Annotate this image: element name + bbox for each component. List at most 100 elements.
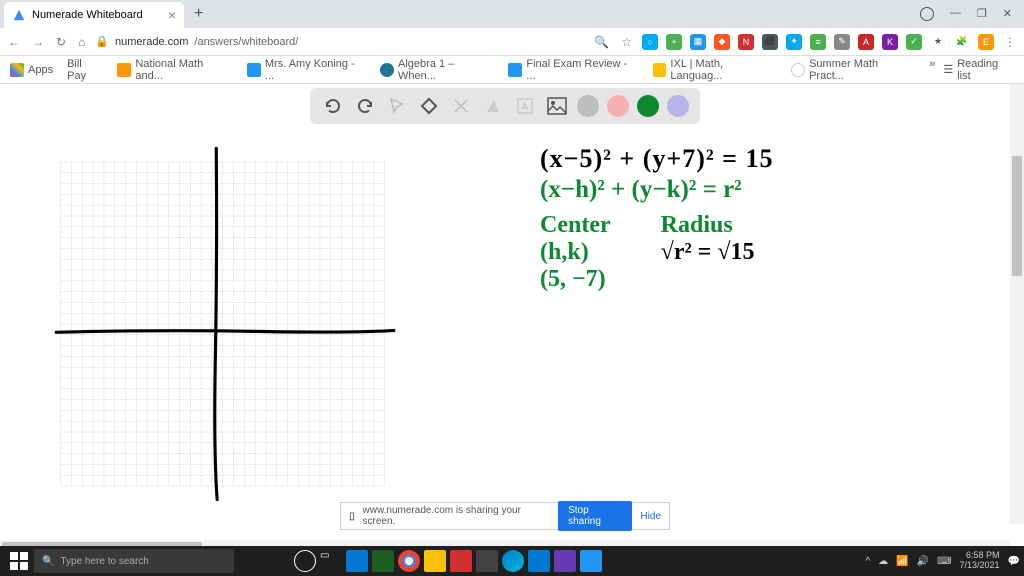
menu-icon[interactable]: ⋮ [1002, 33, 1018, 51]
bookmark-koning[interactable]: Mrs. Amy Koning - ... [247, 58, 366, 82]
store-icon[interactable] [476, 550, 498, 572]
browser-titlebar: Numerade Whiteboard × + — ❐ ✕ [0, 0, 1024, 28]
bookmark-algebra[interactable]: Algebra 1 – When... [380, 58, 494, 82]
system-tray: ^ ☁ 📶 🔊 ⌨ 6:58 PM 7/13/2021 💬 [865, 551, 1020, 571]
volume-icon[interactable]: 🔊 [917, 556, 929, 567]
mail-icon[interactable] [528, 550, 550, 572]
ext-5-icon[interactable]: N [738, 34, 754, 50]
window-controls: — ❐ ✕ [920, 7, 1020, 21]
share-info-icon: ▯ [349, 511, 355, 522]
redo-icon[interactable] [353, 94, 377, 118]
bookmark-billpay[interactable]: Bill Pay [67, 58, 103, 82]
ext-11-icon[interactable]: K [882, 34, 898, 50]
onedrive-icon[interactable]: ☁ [878, 556, 888, 567]
page-content: A (x−5)² + (y+7)² = 15 (x−h)² + (y−k)² =… [0, 84, 1024, 554]
star-icon[interactable]: ☆ [619, 33, 634, 51]
ext-9-icon[interactable]: ✎ [834, 34, 850, 50]
bookmark-nationalmath[interactable]: National Math and... [117, 58, 233, 82]
bookmarks-bar: Apps Bill Pay National Math and... Mrs. … [0, 56, 1024, 84]
color-gray[interactable] [577, 95, 599, 117]
clock[interactable]: 6:58 PM 7/13/2021 [959, 551, 999, 571]
app-4-icon[interactable] [554, 550, 576, 572]
whiteboard-toolbar: A [310, 88, 700, 124]
ext-14-icon[interactable]: 🧩 [954, 34, 970, 50]
ext-10-icon[interactable]: A [858, 34, 874, 50]
close-tab-icon[interactable]: × [168, 7, 176, 23]
notifications-icon[interactable]: 💬 [1008, 556, 1020, 567]
share-text: www.numerade.com is sharing your screen. [363, 505, 551, 527]
edge-icon[interactable] [502, 550, 524, 572]
undo-icon[interactable] [321, 94, 345, 118]
screen-share-bar: ▯ www.numerade.com is sharing your scree… [340, 502, 670, 530]
center-label: Center [540, 212, 611, 239]
handwritten-math: (x−5)² + (y+7)² = 15 (x−h)² + (y−k)² = r… [540, 144, 940, 394]
close-window-icon[interactable]: ✕ [1003, 7, 1012, 21]
url-host: numerade.com [115, 36, 188, 48]
back-icon[interactable]: ← [6, 33, 22, 51]
profile-icon[interactable]: E [978, 34, 994, 50]
color-green[interactable] [637, 95, 659, 117]
svg-text:A: A [522, 102, 529, 113]
new-tab-button[interactable]: + [188, 3, 209, 25]
equation-1: (x−5)² + (y+7)² = 15 [540, 144, 940, 174]
app-5-icon[interactable] [580, 550, 602, 572]
pointer-icon[interactable] [385, 94, 409, 118]
ext-12-icon[interactable]: ✓ [906, 34, 922, 50]
chrome-icon[interactable] [398, 550, 420, 572]
apps-button[interactable]: Apps [10, 63, 53, 77]
language-icon[interactable]: ⌨ [937, 556, 951, 567]
minimize-icon[interactable]: — [950, 7, 961, 21]
highlighter-icon[interactable] [481, 94, 505, 118]
reading-list-button[interactable]: ☰Reading list [943, 58, 1014, 82]
account-icon[interactable] [920, 7, 934, 21]
start-icon[interactable] [10, 552, 28, 570]
bookmarks-overflow-icon[interactable]: » [929, 58, 935, 82]
bookmark-summermath[interactable]: Summer Math Pract... [791, 58, 915, 82]
center-hk: (h,k) [540, 239, 611, 266]
bookmark-finalexam[interactable]: Final Exam Review - ... [508, 58, 638, 82]
ext-7-icon[interactable]: ✦ [786, 34, 802, 50]
eraser-icon[interactable] [417, 94, 441, 118]
scrollbar-vertical[interactable] [1010, 84, 1024, 524]
center-point: (5, −7) [540, 266, 611, 293]
equation-2: (x−h)² + (y−k)² = r² [540, 176, 940, 204]
tab-title: Numerade Whiteboard [32, 9, 143, 21]
ext-3-icon[interactable]: ▦ [690, 34, 706, 50]
tools-icon[interactable] [449, 94, 473, 118]
color-pink[interactable] [607, 95, 629, 117]
tray-chevron-icon[interactable]: ^ [865, 556, 870, 567]
home-icon[interactable]: ⌂ [76, 33, 87, 51]
cortana-icon[interactable] [294, 550, 316, 572]
app-2-icon[interactable] [372, 550, 394, 572]
ext-4-icon[interactable]: ◆ [714, 34, 730, 50]
ext-6-icon[interactable]: ⬛ [762, 34, 778, 50]
hide-share-button[interactable]: Hide [640, 511, 661, 522]
color-purple[interactable] [667, 95, 689, 117]
ext-13-icon[interactable]: ★ [930, 34, 946, 50]
reload-icon[interactable]: ↻ [54, 33, 68, 51]
explorer-icon[interactable] [424, 550, 446, 572]
browser-tab[interactable]: Numerade Whiteboard × [4, 2, 184, 28]
taskbar-search[interactable]: 🔍 Type here to search [34, 549, 234, 573]
extensions: ○ + ▦ ◆ N ⬛ ✦ ≡ ✎ A K ✓ ★ 🧩 E ⋮ [642, 33, 1018, 51]
search-icon[interactable]: 🔍 [592, 33, 611, 51]
url-input[interactable]: 🔒 numerade.com/answers/whiteboard/ [95, 35, 584, 48]
radius-label: Radius [661, 212, 755, 239]
ext-2-icon[interactable]: + [666, 34, 682, 50]
image-icon[interactable] [545, 94, 569, 118]
url-path: /answers/whiteboard/ [194, 36, 298, 48]
wifi-icon[interactable]: 📶 [896, 556, 908, 567]
text-icon[interactable]: A [513, 94, 537, 118]
taskview-icon[interactable]: ▭ [320, 550, 342, 572]
radius-eq: √r² = √15 [661, 239, 755, 266]
taskbar-apps: ▭ [294, 550, 602, 572]
bookmark-ixl[interactable]: IXL | Math, Languag... [653, 58, 778, 82]
stop-sharing-button[interactable]: Stop sharing [558, 501, 632, 531]
windows-taskbar: 🔍 Type here to search ▭ ^ ☁ 📶 🔊 ⌨ 6:58 P… [0, 546, 1024, 576]
app-3-icon[interactable] [450, 550, 472, 572]
ext-8-icon[interactable]: ≡ [810, 34, 826, 50]
app-1-icon[interactable] [346, 550, 368, 572]
forward-icon[interactable]: → [30, 33, 46, 51]
maximize-icon[interactable]: ❐ [977, 7, 987, 21]
ext-1-icon[interactable]: ○ [642, 34, 658, 50]
